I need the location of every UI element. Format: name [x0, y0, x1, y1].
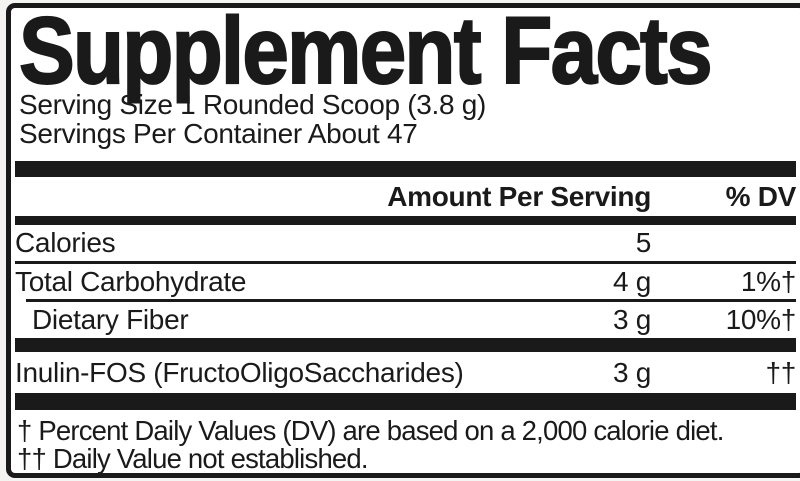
divider-thick-bottom	[15, 393, 796, 410]
footnote-dv-not-established: †† Daily Value not established.	[17, 442, 369, 474]
nutrient-dv: 10%†	[725, 304, 797, 335]
servings-per-container-line: Servings Per Container About 47	[19, 118, 418, 149]
supplement-facts-panel: Supplement Facts Serving Size 1 Rounded …	[6, 3, 800, 478]
nutrient-name: Total Carbohydrate	[15, 265, 247, 297]
nutrient-dv: 1%†	[740, 265, 796, 297]
nutrient-amount: 4 g	[612, 265, 651, 297]
table-row-total-carbohydrate: Total Carbohydrate 4 g 1%†	[15, 264, 796, 299]
percent-dv-header: % DV	[725, 180, 797, 212]
divider-thin-1	[15, 261, 796, 264]
footnotes: † Percent Daily Values (DV) are based on…	[17, 417, 796, 472]
table-header-row: Amount Per Serving % DV	[15, 177, 796, 216]
divider-thin-2	[26, 299, 796, 302]
nutrient-name: Inulin-FOS (FructoOligoSaccharides)	[15, 356, 464, 388]
footnote-percent-dv: † Percent Daily Values (DV) are based on…	[17, 415, 724, 446]
panel-title: Supplement Facts	[18, 3, 796, 100]
serving-size-line: Serving Size 1 Rounded Scoop (3.8 g)	[19, 89, 487, 120]
nutrient-amount: 3 g	[612, 304, 651, 335]
amount-per-serving-header: Amount Per Serving	[387, 180, 651, 212]
table-row-dietary-fiber: Dietary Fiber 3 g 10%†	[15, 302, 796, 338]
table-row-inulin-fos: Inulin-FOS (FructoOligoSaccharides) 3 g …	[15, 352, 796, 393]
divider-thick-middle	[15, 338, 796, 352]
table-row-calories: Calories 5	[15, 225, 796, 261]
divider-medium-under-header	[15, 216, 796, 225]
nutrient-name: Calories	[15, 227, 116, 258]
nutrient-amount: 5	[635, 227, 652, 258]
nutrient-amount: 3 g	[612, 356, 651, 388]
panel-title-text: Supplement Facts	[18, 0, 713, 104]
nutrient-dv: ††	[765, 356, 796, 388]
divider-thick-top	[15, 161, 796, 177]
nutrient-name: Dietary Fiber	[32, 304, 189, 335]
